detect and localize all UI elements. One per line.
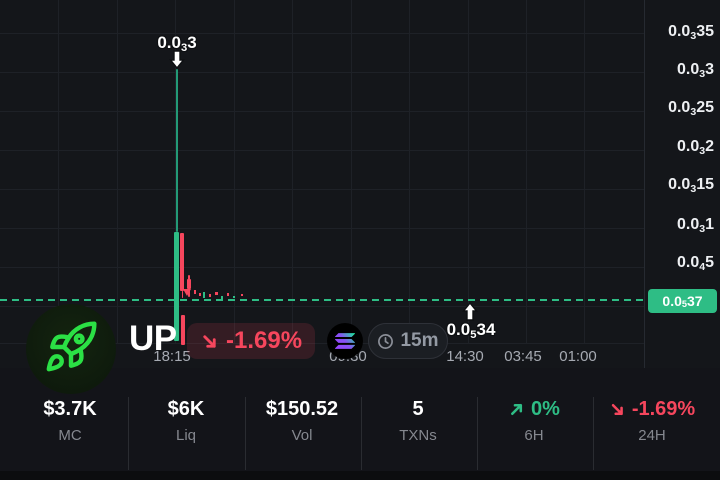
stat-value: $150.52	[265, 398, 339, 420]
price-change-badge: -1.69%	[187, 323, 316, 359]
stat-label: TXNs	[399, 427, 437, 444]
grid-line-h	[0, 267, 644, 268]
current-price-tag: 0.0 5 37	[648, 289, 717, 313]
trade-marker	[233, 296, 235, 298]
stat-label: Liq	[175, 427, 197, 444]
grid-line-h	[0, 189, 644, 190]
trend-down-arrow-icon	[200, 332, 219, 351]
x-axis-tick: 03:45	[504, 348, 542, 365]
candle	[181, 315, 185, 345]
stat-cell-mc: $3.7K MC	[43, 398, 96, 445]
low-arrow-up-icon	[462, 301, 478, 326]
y-axis-tick: 0.032	[676, 138, 714, 158]
trade-marker	[215, 292, 218, 295]
token-avatar	[26, 304, 116, 394]
current-price-line	[0, 299, 648, 301]
grid-line-v	[409, 0, 410, 343]
stat-label: 6H	[524, 427, 544, 444]
stat-divider	[128, 397, 129, 470]
price-axis-border	[644, 0, 645, 368]
low-price-annotation: 0.0534	[446, 320, 496, 342]
price-change-value: -1.69%	[226, 327, 303, 354]
trend-down-arrow-icon	[611, 403, 623, 415]
grid-line-h	[0, 343, 644, 344]
trade-marker	[209, 294, 211, 297]
stat-cell-24h: -1.69% 24H	[609, 398, 695, 445]
clock-icon	[377, 333, 394, 350]
stat-label: MC	[58, 427, 82, 444]
y-axis-tick: 0.0335	[668, 23, 714, 43]
stat-value: -1.69%	[609, 398, 695, 420]
trade-marker	[227, 293, 229, 296]
trade-marker	[203, 292, 205, 298]
grid-line-v	[292, 0, 293, 343]
x-axis-tick: 18:15	[153, 348, 191, 365]
high-arrow-down-icon	[169, 50, 185, 74]
grid-line-v	[234, 0, 235, 343]
grid-line-h	[0, 33, 644, 34]
y-axis-tick: 0.0325	[668, 99, 714, 119]
solana-icon	[335, 333, 355, 349]
trade-marker	[199, 293, 201, 296]
candle	[181, 291, 183, 298]
trade-marker	[241, 294, 243, 296]
y-axis-tick: 0.033	[676, 61, 714, 81]
grid-line-h	[0, 150, 644, 151]
token-stats-bar: $3.7K MC $6K Liq $150.52 Vol 5 TXNs 0% 6H -1.69% 24…	[0, 368, 720, 471]
grid-line-h	[0, 72, 644, 73]
stat-label: 24H	[638, 427, 666, 444]
x-axis-tick: 14:30	[446, 348, 484, 365]
sell-marker-icon	[183, 289, 191, 296]
grid-line-v	[526, 0, 527, 343]
stat-cell-txns: 5 TXNs	[399, 398, 437, 445]
x-axis-tick: 01:00	[559, 348, 597, 365]
rocket-icon	[43, 319, 99, 380]
stat-value: $6K	[167, 398, 205, 420]
candle	[173, 232, 179, 341]
stat-value: 5	[412, 398, 424, 420]
stat-cell-6h: 0% 6H	[508, 398, 560, 445]
stat-cell-liq: $6K Liq	[168, 398, 205, 445]
grid-line-v	[468, 0, 469, 343]
stat-value: $3.7K	[43, 398, 97, 420]
y-axis-tick: 0.045	[676, 254, 714, 274]
grid-line-v	[117, 0, 118, 343]
y-axis-tick: 0.0315	[668, 176, 714, 196]
grid-line-v	[351, 0, 352, 343]
candle	[180, 233, 184, 291]
grid-line-h	[0, 111, 644, 112]
high-price-annotation: 0.033	[157, 33, 197, 55]
timeframe-value: 15m	[400, 330, 439, 351]
candle	[187, 279, 191, 289]
stat-divider	[477, 397, 478, 470]
grid-line-v	[58, 0, 59, 343]
trend-up-arrow-icon	[511, 403, 523, 415]
solana-chain-badge[interactable]	[327, 323, 363, 359]
grid-line-v	[584, 0, 585, 343]
stat-divider	[593, 397, 594, 470]
footer-strip	[0, 471, 720, 480]
timeframe-selector[interactable]: 15m	[368, 323, 448, 359]
stat-divider	[361, 397, 362, 470]
candle	[175, 69, 178, 232]
stat-cell-vol: $150.52 Vol	[266, 398, 338, 445]
y-axis-tick: 0.031	[676, 216, 714, 236]
trade-marker	[221, 296, 223, 299]
stat-label: Vol	[291, 427, 313, 444]
trade-marker	[194, 290, 196, 294]
stat-divider	[245, 397, 246, 470]
grid-line-h	[0, 228, 644, 229]
stat-value: 0%	[508, 398, 560, 420]
grid-line-h	[0, 306, 644, 307]
token-symbol: UP	[129, 319, 177, 358]
